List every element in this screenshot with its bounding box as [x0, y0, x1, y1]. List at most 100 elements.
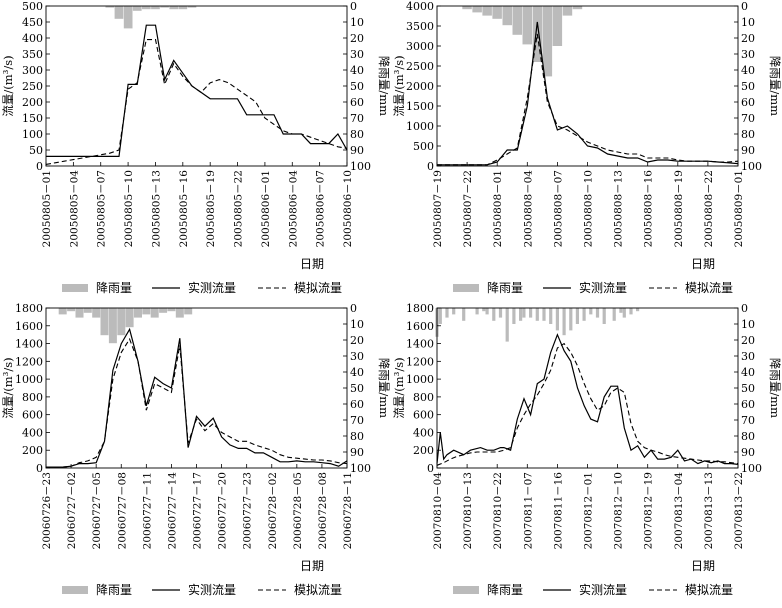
- x-tick-label: 20070812－19: [643, 472, 655, 549]
- legend-simulated-label: 模拟流量: [685, 583, 733, 597]
- x-tick-label: 20050808－01: [492, 170, 504, 247]
- rain-bar-8: [492, 308, 496, 321]
- rain-bar-15: [184, 308, 193, 315]
- y2-tick-label: 40: [741, 366, 755, 379]
- plot-frame: [45, 5, 348, 167]
- x-axis-label: 日期: [691, 257, 715, 271]
- y-tick-label: 150: [22, 112, 43, 125]
- rain-bar-14: [175, 308, 184, 318]
- y2-tick-label: 80: [350, 128, 364, 141]
- x-tick-label: 20050808－10: [583, 170, 595, 247]
- y-tick-label: 1600: [406, 320, 434, 333]
- y-tick-label: 0: [36, 160, 43, 173]
- legend-observed-label: 实测流量: [579, 280, 627, 295]
- y-tick-label: 4000: [406, 0, 434, 13]
- y-tick-label: 2500: [406, 60, 434, 73]
- x-tick-label: 20060727－08: [116, 472, 128, 549]
- y-tick-label: 800: [413, 391, 434, 404]
- rain-bar-10: [505, 308, 509, 342]
- y2-axis-label: 降雨量/mm: [377, 358, 391, 418]
- x-tick-label: 20070811－07: [522, 472, 534, 549]
- y-tick-label: 400: [22, 426, 43, 439]
- y-tick-label: 400: [22, 32, 43, 45]
- y2-tick-label: 30: [350, 350, 364, 363]
- rain-bar-7: [169, 6, 179, 10]
- legend-rain-swatch: [453, 284, 479, 292]
- y-tick-label: 500: [413, 140, 434, 153]
- rain-bar-10: [142, 308, 151, 315]
- rain-bar-0: [105, 6, 115, 8]
- y2-tick-label: 40: [350, 64, 364, 77]
- y2-tick-label: 0: [741, 302, 748, 315]
- rain-bar-30: [636, 308, 640, 312]
- rain-bar-5: [151, 6, 160, 10]
- x-tick-label: 20060726－23: [41, 472, 53, 549]
- y-tick-label: 3000: [406, 40, 434, 53]
- chart-panel-top-left: 0 50 100 150 200 250 300 350 400 450 500 0 10 20 30 40 5…: [0, 0, 391, 302]
- y2-tick-label: 0: [741, 0, 748, 13]
- rain-bar-27: [619, 308, 623, 313]
- x-tick-label: 20050808－04: [522, 170, 534, 248]
- legend-rain-label: 降雨量: [487, 281, 523, 295]
- x-tick-label: 20070810－13: [462, 472, 474, 549]
- x-tick-label: 20070812－10: [613, 472, 625, 549]
- rain-bar-9: [552, 6, 563, 46]
- y2-tick-label: 100: [741, 160, 762, 173]
- y2-tick-label: 10: [741, 16, 755, 29]
- x-tick-label: 20050808－16: [643, 170, 655, 248]
- y2-tick-label: 10: [350, 318, 364, 331]
- y-axis-label: 流量/(m³/s): [392, 55, 406, 116]
- rain-bar-28: [622, 308, 626, 318]
- observed-flow-line: [436, 333, 739, 465]
- rain-bar-29: [629, 308, 633, 315]
- y2-tick-label: 70: [741, 414, 755, 427]
- y2-tick-label: 100: [350, 160, 371, 173]
- x-tick-label: 20050805－16: [178, 170, 190, 248]
- rain-bar-1: [67, 308, 76, 312]
- x-tick-label: 20050805－13: [150, 170, 162, 247]
- rain-bar-3: [492, 6, 502, 19]
- y2-tick-label: 100: [350, 462, 371, 475]
- rain-bar-21: [575, 308, 579, 324]
- y-tick-label: 1200: [406, 355, 434, 368]
- y2-tick-label: 60: [741, 398, 755, 411]
- y2-tick-label: 20: [350, 32, 364, 45]
- y2-tick-label: 30: [350, 48, 364, 61]
- rain-bar-6: [482, 308, 486, 312]
- rain-bar-1: [438, 308, 442, 324]
- y2-tick-label: 90: [741, 144, 755, 157]
- rain-bar-19: [562, 308, 566, 336]
- rain-bar-11: [572, 6, 583, 10]
- rain-bar-11: [512, 308, 516, 324]
- rain-bar-18: [555, 308, 559, 331]
- y2-tick-label: 100: [741, 462, 762, 475]
- rain-bar-11: [150, 308, 159, 318]
- y-tick-label: 0: [427, 160, 434, 173]
- plot-frame: [436, 307, 739, 469]
- rain-bar-12: [519, 308, 523, 321]
- rain-bar-3: [452, 308, 456, 315]
- chart-panel-bottom-right: 0 200 400 600 800 1000 1200 1400 1600 1800 0 10 20 30…: [391, 302, 782, 604]
- y2-tick-label: 80: [741, 128, 755, 141]
- y-tick-label: 1800: [406, 302, 434, 315]
- y2-tick-label: 50: [350, 382, 364, 395]
- y-tick-label: 1000: [406, 120, 434, 133]
- rain-bar-6: [108, 308, 117, 344]
- rain-bar-3: [83, 308, 92, 313]
- x-tick-label: 20060728－08: [317, 472, 329, 549]
- y2-tick-label: 60: [741, 96, 755, 109]
- y2-tick-label: 70: [350, 112, 364, 125]
- x-tick-label: 20070812－01: [583, 472, 595, 549]
- x-tick-label: 20050805－01: [41, 170, 53, 247]
- y-tick-label: 200: [22, 444, 43, 457]
- y2-tick-label: 10: [350, 16, 364, 29]
- rain-bar-2: [75, 308, 84, 318]
- rain-bar-0: [462, 6, 472, 10]
- rain-bar-5: [100, 308, 109, 336]
- y2-axis-label: 降雨量/mm: [768, 358, 782, 418]
- rain-bar-10: [562, 6, 573, 16]
- y-tick-label: 800: [22, 391, 43, 404]
- rain-bar-23: [589, 308, 593, 315]
- x-tick-label: 20050805－10: [123, 170, 135, 247]
- legend-observed-label: 实测流量: [188, 582, 236, 597]
